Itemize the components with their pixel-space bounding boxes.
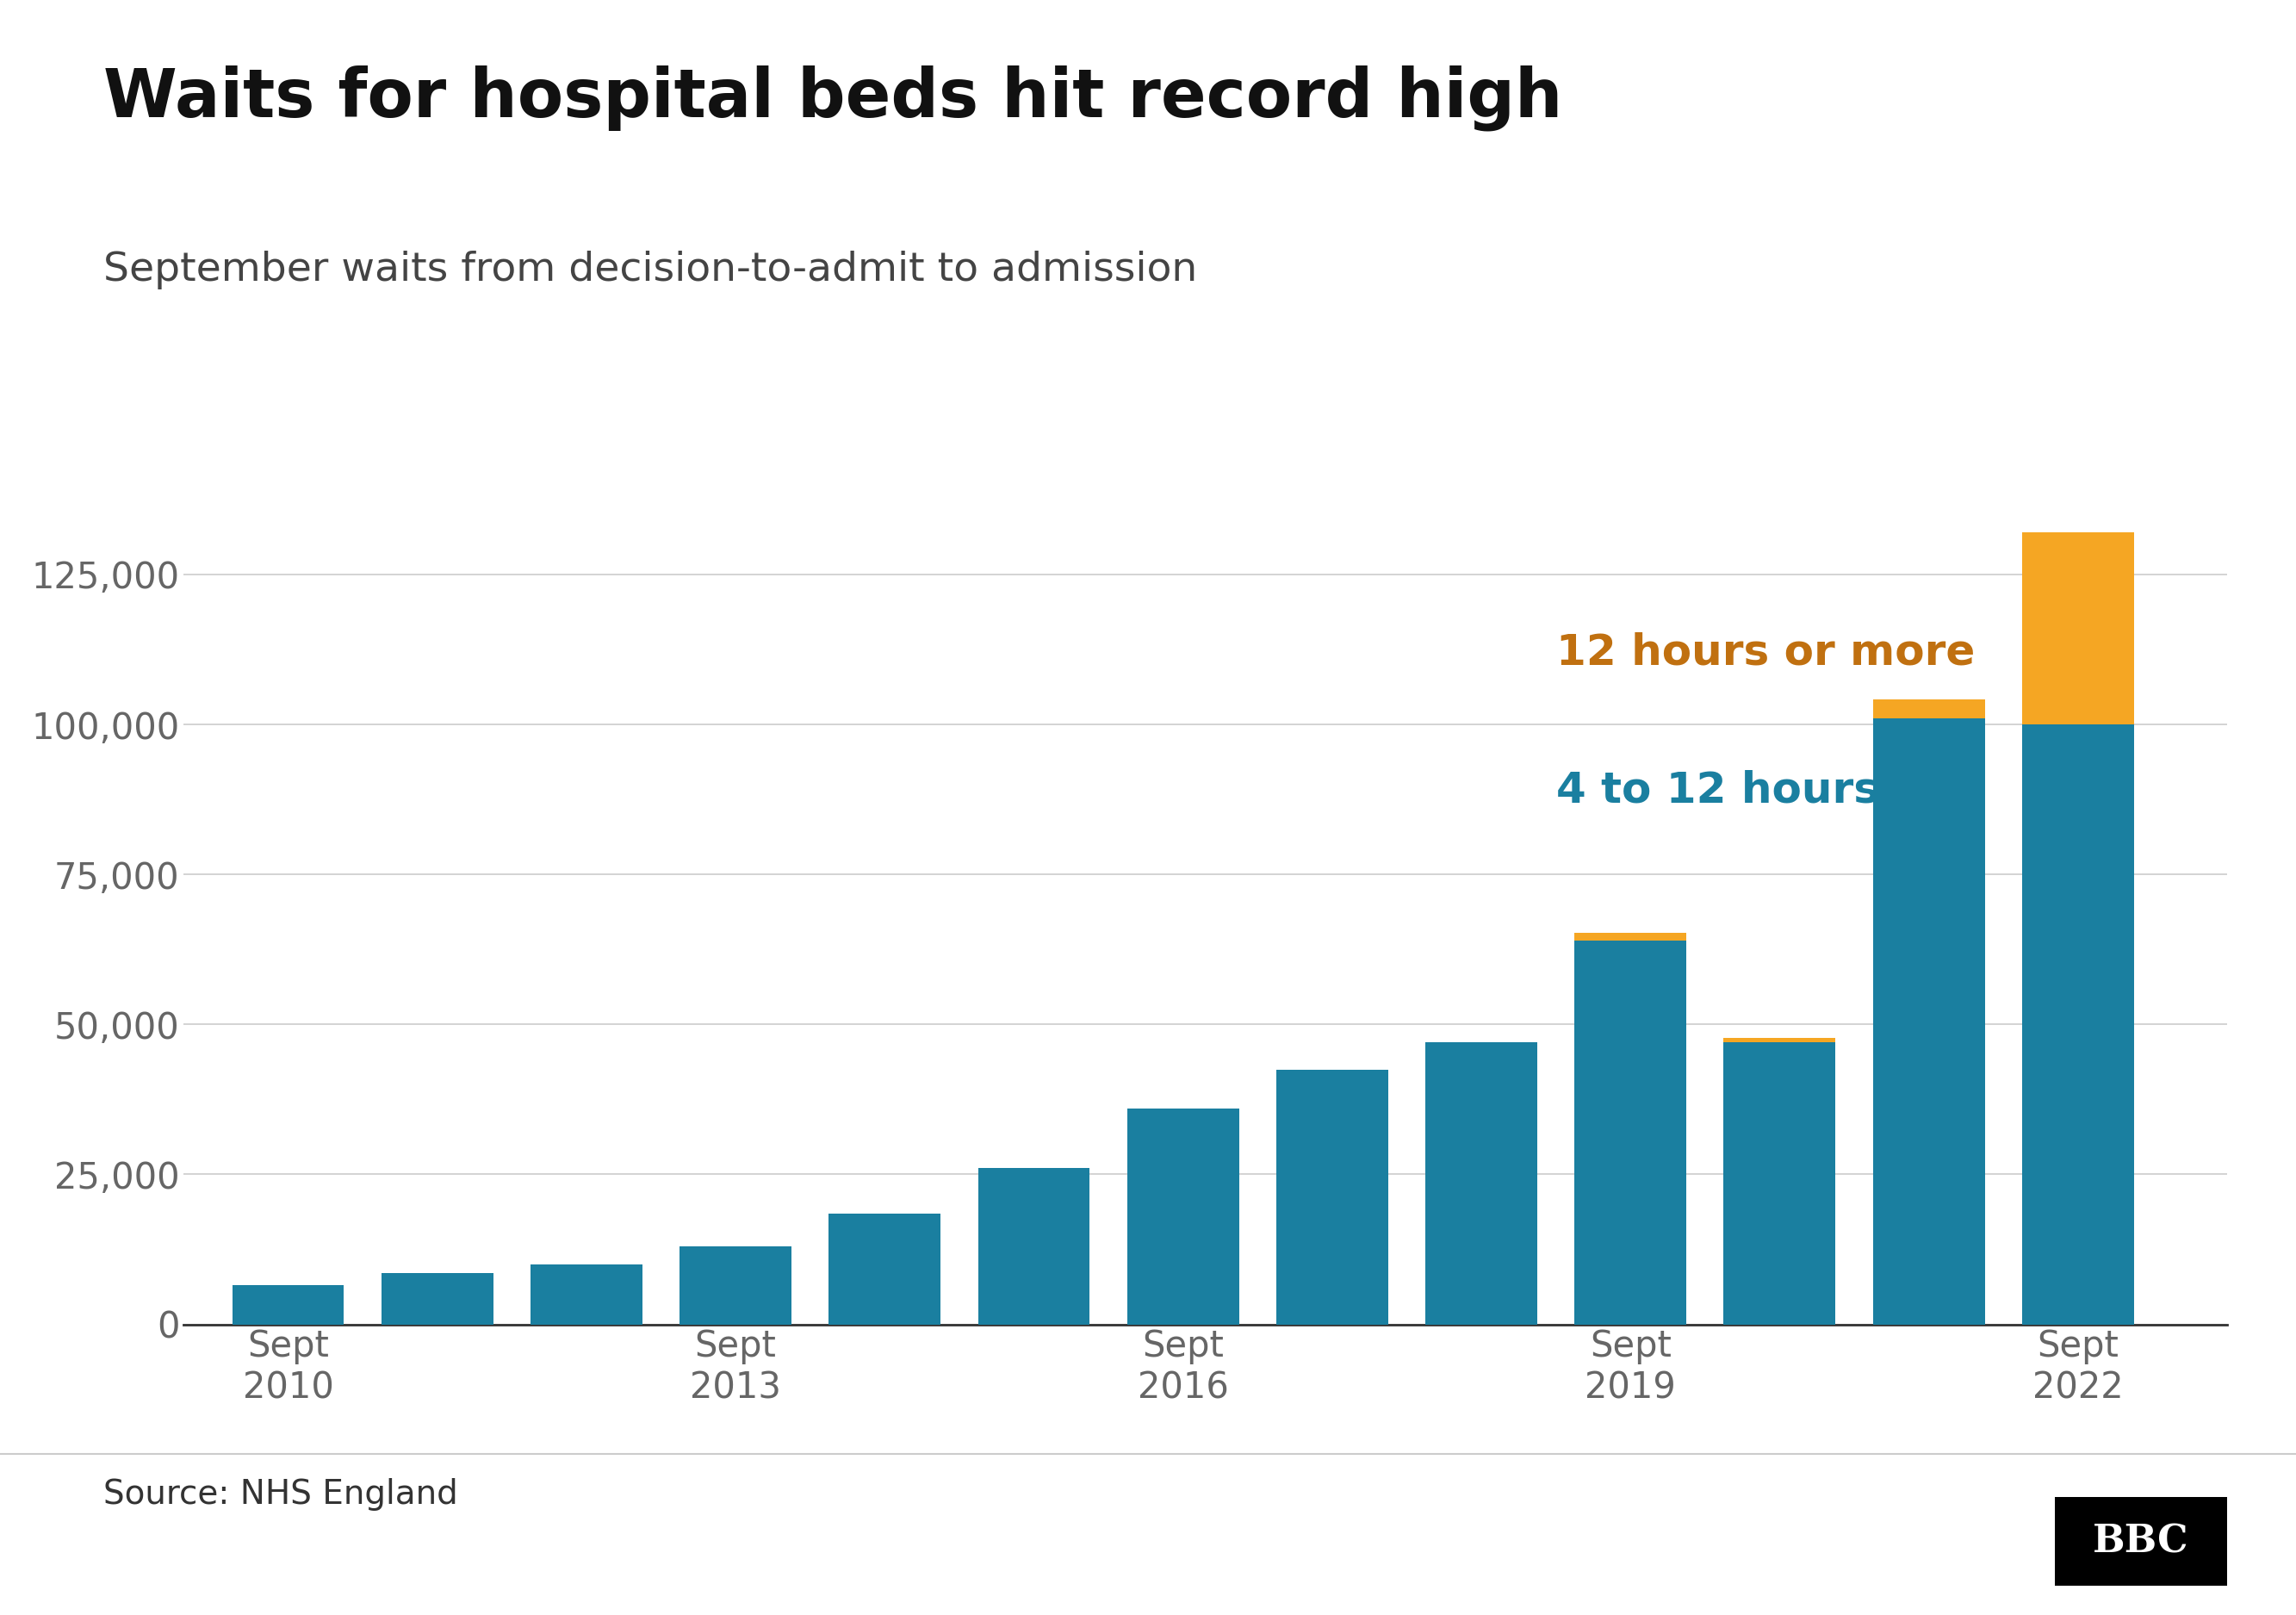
Bar [1277, 1069, 1389, 1324]
Bar [1724, 1042, 1835, 1324]
Bar [2023, 725, 2133, 1324]
Text: Waits for hospital beds hit record high: Waits for hospital beds hit record high [103, 65, 1564, 131]
Bar [978, 1168, 1091, 1324]
Bar [680, 1247, 792, 1324]
Bar [232, 1286, 344, 1324]
Bar [1575, 933, 1688, 940]
Bar [1127, 1108, 1240, 1324]
Bar [1426, 1042, 1538, 1324]
Bar [381, 1273, 494, 1324]
Text: BBC: BBC [2094, 1523, 2188, 1560]
Text: 12 hours or more: 12 hours or more [1557, 631, 1975, 673]
Bar [829, 1213, 941, 1324]
Bar [1724, 1037, 1835, 1042]
Text: Source: NHS England: Source: NHS England [103, 1478, 457, 1510]
Bar [1874, 699, 1984, 719]
Bar [530, 1265, 643, 1324]
Text: September waits from decision-to-admit to admission: September waits from decision-to-admit t… [103, 250, 1196, 289]
Bar [1575, 940, 1688, 1324]
Text: 4 to 12 hours: 4 to 12 hours [1557, 770, 1878, 811]
Bar [2023, 533, 2133, 725]
Bar [1874, 719, 1984, 1324]
